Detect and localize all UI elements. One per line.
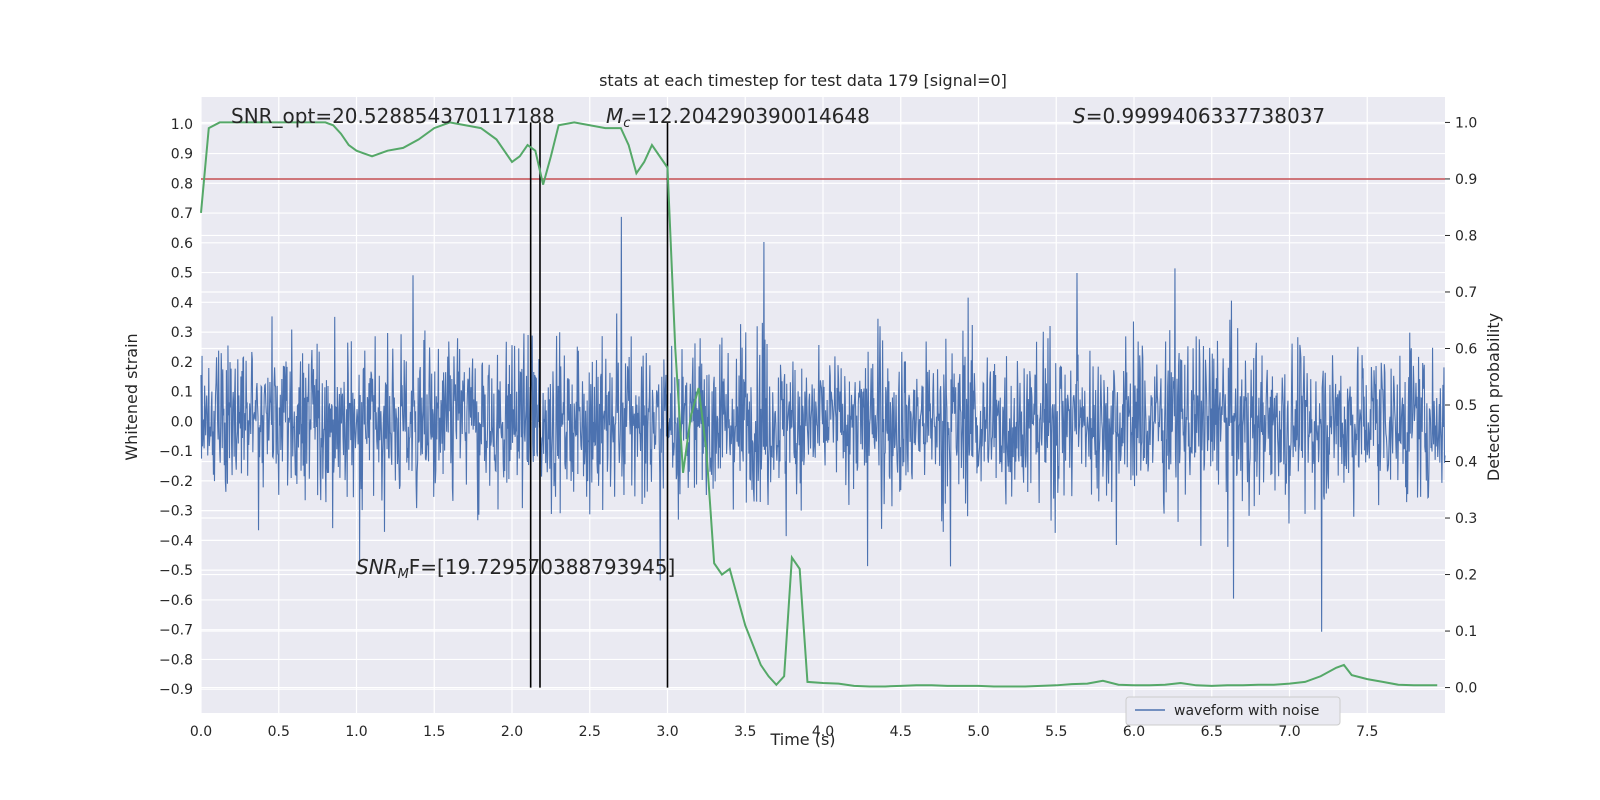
right-tick-label: 0.4 — [1455, 455, 1477, 471]
left-tick-label: −0.6 — [159, 593, 193, 609]
x-axis-label: Time (s) — [769, 730, 835, 749]
right-tick-label: 0.8 — [1455, 228, 1477, 244]
vertical-marker-lines — [529, 122, 669, 688]
left-tick-label: 0.1 — [171, 385, 193, 401]
x-tick-label: 0.0 — [190, 724, 212, 740]
right-tick-label: 0.0 — [1455, 681, 1477, 697]
x-tick-label: 0.5 — [268, 724, 290, 740]
detection-probability-series — [200, 121, 1438, 688]
right-tick-label: 0.2 — [1455, 568, 1477, 584]
right-axis-label: Detection probability — [1484, 313, 1503, 481]
left-axis-label: Whitened strain — [122, 333, 141, 460]
left-tick-label: −0.1 — [159, 444, 193, 460]
right-tick-label: 0.1 — [1455, 624, 1477, 640]
left-tick-label: 0.0 — [171, 414, 193, 430]
x-tick-label: 2.0 — [501, 724, 523, 740]
left-tick-label: 0.3 — [171, 325, 193, 341]
right-tick-label: 0.7 — [1455, 285, 1477, 301]
left-tick-label: −0.3 — [159, 504, 193, 520]
legend-box — [1125, 696, 1341, 726]
left-tick-label: −0.5 — [159, 563, 193, 579]
x-tick-label: 6.5 — [1201, 724, 1223, 740]
x-tick-label: 4.5 — [890, 724, 912, 740]
x-tick-label: 3.5 — [734, 724, 756, 740]
x-axis-ticks: 0.0 0.5 1.0 1.5 2.0 2.5 3.0 3.5 4.0 4.5 5.0 5.5 6.0 6… — [190, 724, 1379, 740]
left-tick-label: −0.2 — [159, 474, 193, 490]
snr-mf-annotation: SNRMF=[19.729570388793945] — [356, 555, 675, 582]
x-tick-label: 6.0 — [1123, 724, 1145, 740]
x-tick-label: 3.0 — [656, 724, 678, 740]
waveform-series — [200, 216, 1446, 632]
x-tick-label: 1.5 — [423, 724, 445, 740]
x-tick-label: 5.0 — [967, 724, 989, 740]
right-tick-label: 0.9 — [1455, 172, 1477, 188]
chirp-mass-annotation: Mc=12.204290390014648 — [606, 104, 870, 131]
x-tick-label: 1.0 — [345, 724, 367, 740]
left-tick-label: −0.8 — [159, 652, 193, 668]
right-axis-ticks: 1.0 0.9 0.8 0.7 0.6 0.5 0.4 0.3 0.2 0.1 0.0 — [1445, 115, 1477, 697]
left-tick-label: 1.0 — [171, 117, 193, 133]
legend-entry-waveform: waveform with noise — [1174, 703, 1319, 719]
left-tick-label: −0.9 — [159, 682, 193, 698]
x-tick-label: 5.5 — [1045, 724, 1067, 740]
left-tick-label: 0.9 — [171, 147, 193, 163]
s-annotation: S=0.9999406337738037 — [1073, 104, 1325, 128]
x-tick-label: 7.0 — [1278, 724, 1300, 740]
snr-opt-annotation: SNR_opt=20.528854370117188 — [231, 104, 555, 128]
left-tick-label: 0.5 — [171, 266, 193, 282]
left-tick-label: −0.4 — [159, 533, 193, 549]
x-tick-label: 2.5 — [579, 724, 601, 740]
x-tick-label: 4.0 — [812, 724, 834, 740]
left-tick-label: 0.2 — [171, 355, 193, 371]
right-tick-label: 1.0 — [1455, 115, 1477, 131]
left-tick-label: 0.4 — [171, 295, 193, 311]
left-tick-label: −0.7 — [159, 623, 193, 639]
right-tick-label: 0.6 — [1455, 341, 1477, 357]
right-tick-label: 0.3 — [1455, 511, 1477, 527]
left-tick-label: 0.6 — [171, 236, 193, 252]
x-tick-label: 7.5 — [1356, 724, 1378, 740]
right-tick-label: 0.5 — [1455, 398, 1477, 414]
chart-title: stats at each timestep for test data 179… — [599, 71, 1007, 90]
left-tick-label: 0.8 — [171, 176, 193, 192]
left-axis-ticks: 1.0 0.9 0.8 0.7 0.6 0.5 0.4 0.3 0.2 0.1 0.0 −0.1 −0.… — [159, 117, 193, 698]
left-tick-label: 0.7 — [171, 206, 193, 222]
plot-area — [200, 121, 1446, 688]
legend: waveform with noise — [1125, 696, 1341, 726]
